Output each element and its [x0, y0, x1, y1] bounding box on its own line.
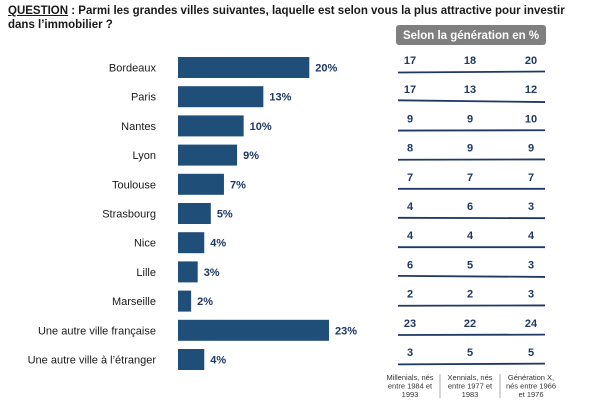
category-label: Lyon: [133, 150, 156, 162]
bar-2: [178, 86, 264, 108]
generation-value: 17: [404, 55, 416, 67]
bar-3: [178, 115, 244, 137]
category-label: Toulouse: [112, 179, 156, 191]
generation-value: 3: [528, 201, 534, 213]
generation-value: 4: [407, 201, 414, 213]
generation-column-label: Millenials, nés entre 1984 et 1993: [386, 373, 433, 399]
generation-value: 9: [467, 113, 473, 125]
category-label: Nantes: [121, 121, 156, 133]
category-label: Une autre ville à l’étranger: [28, 355, 157, 367]
generation-value: 3: [528, 259, 534, 271]
value-label: 23%: [335, 325, 357, 337]
value-label: 13%: [269, 92, 291, 104]
generation-value: 10: [525, 113, 537, 125]
question-text: : Parmi les grandes villes suivantes, la…: [8, 5, 565, 31]
generation-value: 9: [407, 113, 413, 125]
value-label: 10%: [250, 121, 272, 133]
generation-value: 4: [467, 230, 474, 242]
generation-value: 5: [528, 347, 534, 359]
generation-value: 4: [528, 230, 535, 242]
generation-value: 4: [407, 230, 414, 242]
category-label: Lille: [136, 267, 156, 279]
value-label: 9%: [243, 150, 259, 162]
bar-5: [178, 173, 224, 195]
bar-9: [178, 290, 192, 312]
generation-value: 3: [528, 289, 534, 301]
category-label: Bordeaux: [109, 63, 157, 75]
category-label: Marseille: [112, 296, 156, 308]
generation-value: 12: [525, 84, 537, 96]
generation-value: 20: [525, 55, 537, 67]
generation-value: 13: [464, 84, 476, 96]
category-label: Une autre ville française: [38, 325, 156, 337]
value-label: 3%: [204, 267, 220, 279]
generation-value: 18: [464, 55, 476, 67]
value-label: 4%: [210, 355, 226, 367]
generation-value: 3: [407, 347, 413, 359]
category-label: Nice: [134, 238, 156, 250]
bar-11: [178, 349, 205, 370]
generation-header-title: Selon la génération en %: [403, 30, 539, 42]
generation-value: 7: [407, 172, 413, 184]
generation-value: 17: [404, 84, 416, 96]
category-label: Strasbourg: [102, 209, 156, 221]
generation-value: 24: [525, 318, 538, 330]
bar-10: [178, 319, 329, 341]
generation-value: 5: [467, 259, 473, 271]
bar-7: [178, 232, 205, 254]
generation-value: 9: [467, 143, 473, 155]
question-header: QUESTION : Parmi les grandes villes suiv…: [8, 4, 588, 32]
generation-trend-line: [397, 99, 546, 103]
generation-value: 2: [407, 289, 413, 301]
value-label: 2%: [197, 296, 213, 308]
generation-column-label: Génération X, nés entre 1966 et 1976: [506, 373, 556, 399]
bar-1: [178, 57, 310, 78]
generation-value: 7: [528, 172, 534, 184]
generation-column-label: Xennials, nés entre 1977 et 1983: [447, 373, 493, 399]
value-label: 4%: [210, 238, 226, 250]
question-label: QUESTION: [8, 5, 69, 17]
generation-value: 8: [407, 143, 413, 155]
category-label: Paris: [131, 92, 157, 104]
generation-value: 7: [467, 172, 473, 184]
generation-value: 6: [467, 201, 473, 213]
value-label: 7%: [230, 179, 246, 191]
generation-value: 6: [407, 259, 413, 271]
generation-header-box: [396, 25, 546, 45]
generation-trend-line: [397, 362, 546, 366]
bar-6: [178, 203, 211, 224]
bar-8: [178, 261, 198, 283]
bar-4: [178, 144, 238, 166]
value-label: 5%: [217, 209, 233, 221]
generation-value: 5: [467, 347, 473, 359]
generation-trend-line: [397, 274, 546, 278]
generation-value: 9: [528, 143, 534, 155]
generation-value: 23: [404, 318, 416, 330]
generation-value: 22: [464, 318, 476, 330]
value-label: 20%: [315, 63, 337, 75]
generation-value: 2: [467, 289, 473, 301]
generation-trend-line: [397, 70, 546, 74]
